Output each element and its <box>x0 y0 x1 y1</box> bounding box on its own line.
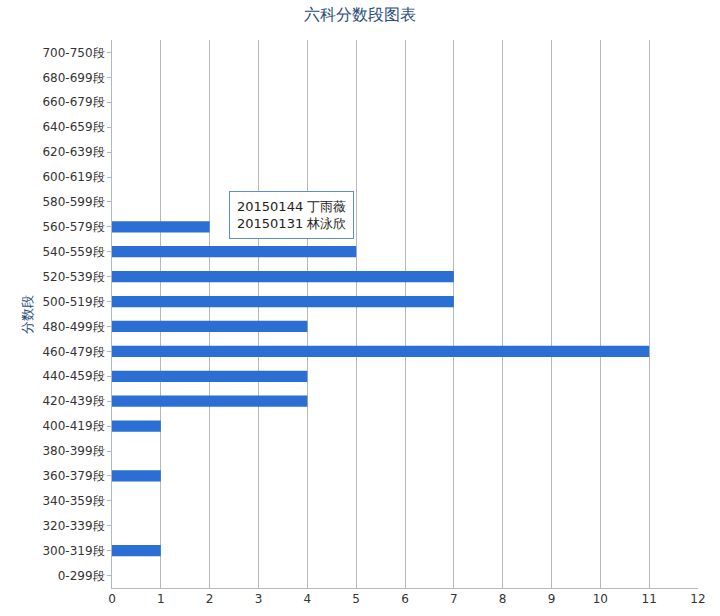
svg-text:620-639段: 620-639段 <box>42 145 104 159</box>
svg-text:2: 2 <box>206 592 214 606</box>
svg-text:300-319段: 300-319段 <box>42 544 104 558</box>
svg-text:440-459段: 440-459段 <box>42 369 104 383</box>
svg-text:1: 1 <box>157 592 165 606</box>
svg-text:7: 7 <box>450 592 458 606</box>
svg-text:340-359段: 340-359段 <box>42 494 104 508</box>
svg-text:600-619段: 600-619段 <box>42 170 104 184</box>
svg-text:0-299段: 0-299段 <box>58 569 105 583</box>
svg-text:400-419段: 400-419段 <box>42 419 104 433</box>
svg-text:10: 10 <box>593 592 608 606</box>
svg-text:分数段: 分数段 <box>20 295 35 334</box>
svg-text:0: 0 <box>108 592 116 606</box>
svg-text:480-499段: 480-499段 <box>42 320 104 334</box>
svg-text:4: 4 <box>304 592 312 606</box>
svg-text:460-479段: 460-479段 <box>42 345 104 359</box>
svg-text:6: 6 <box>401 592 409 606</box>
svg-text:540-559段: 540-559段 <box>42 245 104 259</box>
svg-text:380-399段: 380-399段 <box>42 444 104 458</box>
svg-text:20150144 丁雨薇20150131 林泳欣: 20150144 丁雨薇20150131 林泳欣 <box>237 199 346 231</box>
svg-text:360-379段: 360-379段 <box>42 469 104 483</box>
svg-text:660-679段: 660-679段 <box>42 95 104 109</box>
svg-text:560-579段: 560-579段 <box>42 220 104 234</box>
svg-text:5: 5 <box>352 592 360 606</box>
svg-text:12: 12 <box>690 592 705 606</box>
svg-text:680-699段: 680-699段 <box>42 71 104 85</box>
svg-text:520-539段: 520-539段 <box>42 270 104 284</box>
svg-text:六科分数段图表: 六科分数段图表 <box>304 5 416 24</box>
svg-text:420-439段: 420-439段 <box>42 394 104 408</box>
svg-text:11: 11 <box>642 592 657 606</box>
svg-text:8: 8 <box>499 592 507 606</box>
svg-text:700-750段: 700-750段 <box>42 46 104 60</box>
svg-text:580-599段: 580-599段 <box>42 195 104 209</box>
svg-text:640-659段: 640-659段 <box>42 120 104 134</box>
svg-text:3: 3 <box>255 592 263 606</box>
svg-text:9: 9 <box>548 592 556 606</box>
svg-text:500-519段: 500-519段 <box>42 295 104 309</box>
svg-text:320-339段: 320-339段 <box>42 519 104 533</box>
